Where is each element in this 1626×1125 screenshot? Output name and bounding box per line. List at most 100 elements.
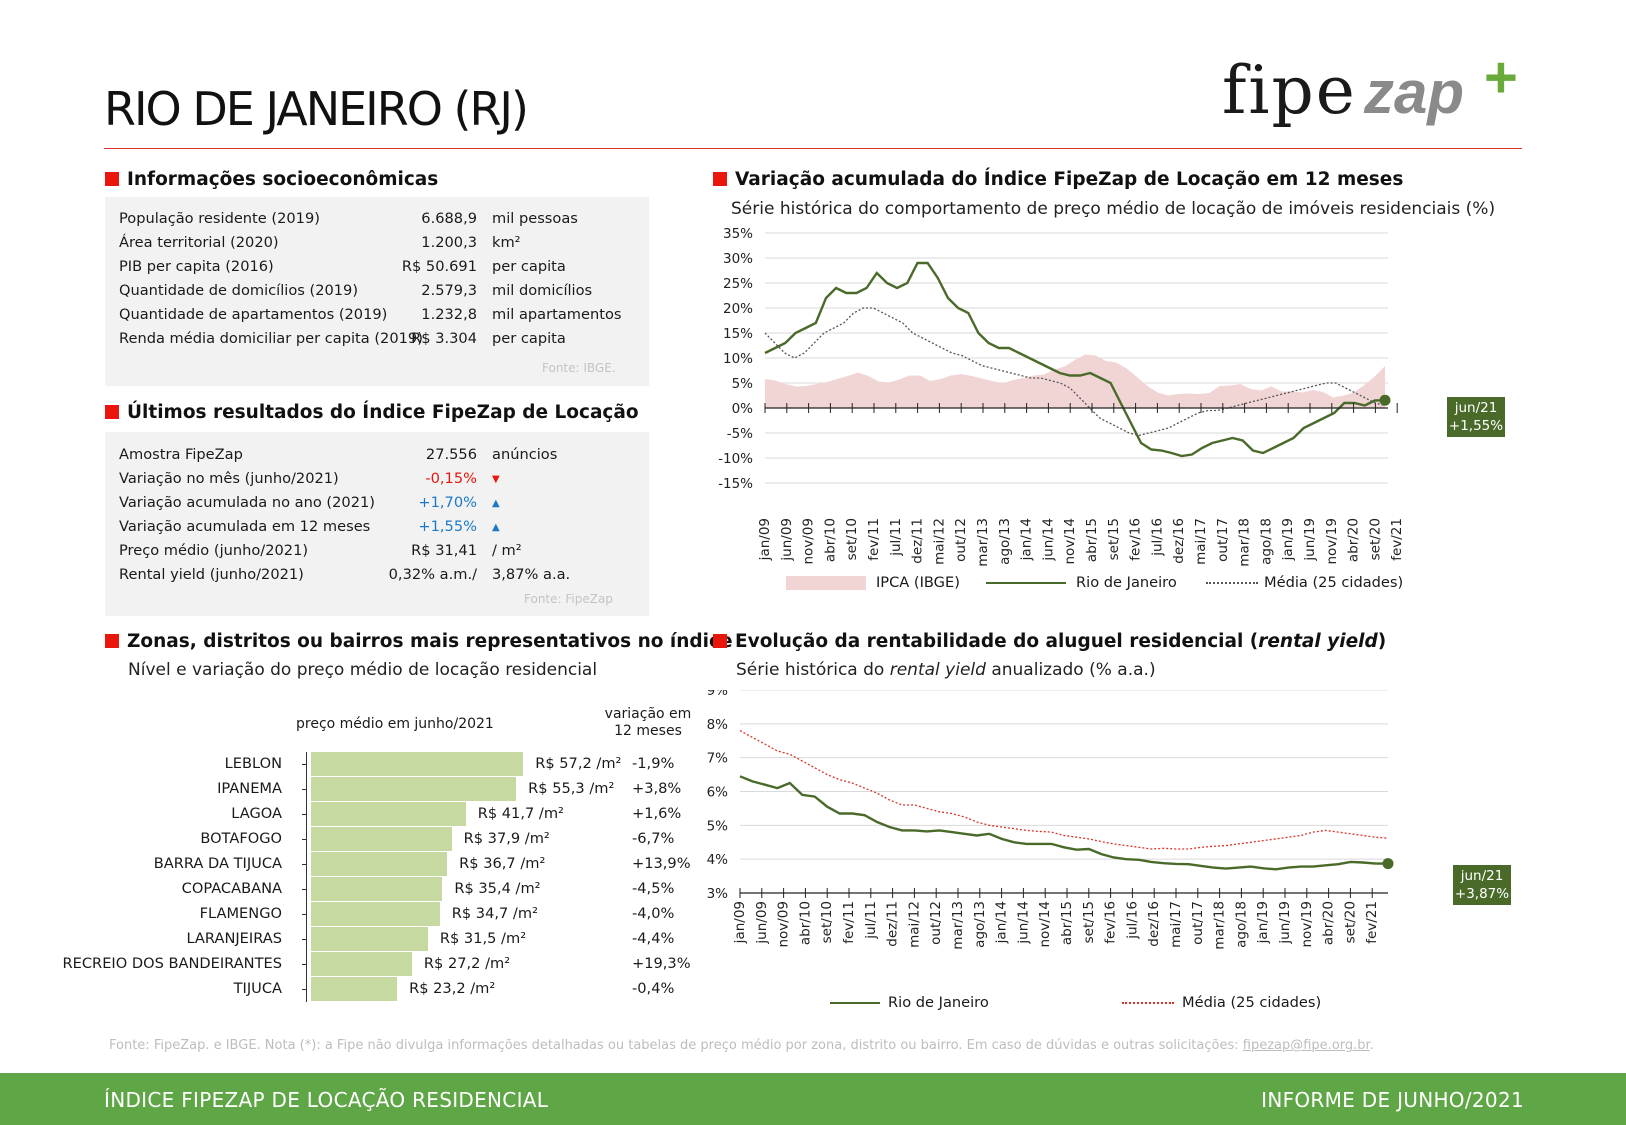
bar-change-label: -0,4% [632,980,675,997]
legend-swatch-media [1206,582,1258,584]
socio-row: Renda média domiciliar per capita (2019)… [105,330,635,352]
x-tick-label: out/17 [1190,901,1206,945]
bar-category-label: BOTAFOGO [200,830,282,847]
bar-tick [302,989,307,990]
bar-value-label: R$ 36,7 /m² [459,855,546,872]
last-value-marker [1382,858,1394,870]
bar-tick [302,964,307,965]
x-tick-label: jul/16 [1124,901,1140,940]
zones-subtitle: Nível e variação do preço médio de locaç… [128,660,598,680]
bar-row: TIJUCA R$ 23,2 /m² -0,4% [0,977,700,1002]
bar-value-label: R$ 34,7 /m² [451,905,538,922]
legend-swatch-ipca [786,576,866,590]
legend-swatch-media [1122,1002,1174,1004]
x-tick-label: jun/19 [1277,901,1293,945]
results-value: 27.556 [425,446,477,463]
yield-subtitle-b: anualizado (% a.a.) [985,660,1156,680]
yield-title-text: Evolução da rentabilidade do aluguel res… [735,631,1259,652]
x-tick-label: jun/19 [1302,518,1318,562]
bar-value-label: R$ 27,2 /m² [423,955,511,972]
y-tick-label: 15% [723,326,753,342]
footnote: Fonte: FipeZap. e IBGE. Nota (*): a Fipe… [109,1038,1374,1053]
x-tick-label: dez/16 [1146,901,1162,947]
footnote-text: Fonte: FipeZap. e IBGE. Nota (*): a Fipe… [109,1038,1243,1053]
socio-label: PIB per capita (2016) [119,258,274,275]
bar-tick [302,914,307,915]
zones-price-header: preço médio em junho/2021 [296,716,494,732]
results-box: Amostra FipeZap 27.556 anúncios Variação… [105,432,649,616]
yield-callout-value: +3,87% [1454,886,1510,902]
socio-row: População residente (2019) 6.688,9 mil p… [105,210,635,232]
socio-value: R$ 3.304 [411,330,477,347]
bar-value-label: R$ 31,5 /m² [439,930,527,947]
x-tick-label: nov/09 [801,518,817,565]
y-tick-label: 30% [723,251,753,267]
bar-tick [302,814,307,815]
y-tick-label: 10% [723,351,753,367]
y-tick-label: 5% [732,376,754,392]
y-tick-label: -15% [718,476,753,492]
bar-tick [302,789,307,790]
results-value: +1,55% [418,518,477,535]
results-row: Rental yield (junho/2021) 0,32% a.m./ 3,… [105,566,635,588]
series-line [764,261,1386,458]
bar-category-label: RECREIO DOS BANDEIRANTES [62,955,283,972]
x-tick-label: set/15 [1106,518,1122,560]
x-tick-label: dez/11 [910,518,926,564]
page-title: RIO DE JANEIRO (RJ) [104,82,529,136]
x-tick-label: out/12 [953,518,969,562]
yield-section-title: Evolução da rentabilidade do aluguel res… [713,631,1386,652]
bar-row: BARRA DA TIJUCA R$ 36,7 /m² +13,9% [0,852,700,877]
x-tick-label: dez/11 [885,901,901,947]
yield-subtitle: Série histórica do rental yield anualiza… [736,660,1156,680]
bar-row: LARANJEIRAS R$ 31,5 /m² -4,4% [0,927,700,952]
results-label: Variação acumulada no ano (2021) [119,494,375,511]
socio-label: Quantidade de domicílios (2019) [119,282,359,299]
x-tick-label: out/12 [928,901,944,945]
legend-label-rio: Rio de Janeiro [888,994,989,1011]
bar-value-label: R$ 55,3 /m² [528,780,615,797]
red-square-icon [105,405,119,419]
variation-line-chart: 35% 30% 25% 20% 15% 10% 5% 0% -5% -10% -15% jan/09 j… [718,226,1405,567]
bar-change-label: -4,0% [632,905,675,922]
results-unit: anúncios [492,446,558,463]
socio-section-title: Informações socioeconômicas [105,169,438,190]
y-tick-label: 35% [723,226,753,242]
x-tick-label: set/20 [1342,901,1358,943]
x-tick-label: ago/13 [972,901,988,948]
x-tick-label: jul/11 [863,901,879,940]
socio-unit: mil pessoas [492,210,578,227]
yield-title-end: ) [1377,631,1387,652]
x-tick-label: fev/21 [1364,901,1380,944]
x-tick-label: mar/13 [950,901,966,950]
bar [311,977,398,1001]
contact-email-link[interactable]: fipezap@fipe.org.br [1242,1038,1370,1053]
series-line [739,775,1388,871]
bar [311,952,412,976]
y-tick-label: 0% [732,401,754,417]
socio-label: Renda média domiciliar per capita (2019) [119,330,423,347]
bar-row: IPANEMA R$ 55,3 /m² +3,8% [0,777,700,802]
results-row: Variação acumulada no ano (2021) +1,70% … [105,494,635,516]
zones-change-header: variação em 12 meses [598,706,698,740]
x-tick-label: mar/13 [975,518,991,567]
x-tick-label: set/20 [1367,518,1383,560]
socio-value: 6.688,9 [421,210,477,227]
x-tick-label: jan/09 [757,518,773,561]
y-tick-label: 8% [707,717,729,733]
footer-right-text: INFORME DE JUNHO/2021 [1261,1088,1524,1112]
y-tick-label: 20% [723,301,753,317]
bar-category-label: TIJUCA [233,980,282,997]
variation-legend: IPCA (IBGE) Rio de Janeiro Média (25 cid… [786,574,1531,596]
x-tick-label: abr/15 [1059,901,1075,945]
zones-bar-chart: LEBLON R$ 57,2 /m² -1,9% IPANEMA R$ 55,3 /m²… [0,752,700,1007]
socio-info-box: População residente (2019) 6.688,9 mil p… [105,197,649,386]
socio-value: 1.200,3 [421,234,477,251]
x-tick-label: jun/14 [1040,518,1056,562]
footer-left-text: ÍNDICE FIPEZAP DE LOCAÇÃO RESIDENCIAL [104,1088,549,1112]
socio-row: Quantidade de apartamentos (2019) 1.232,… [105,306,635,328]
x-tick-label: jan/19 [1255,901,1271,944]
results-label: Variação acumulada em 12 meses [119,518,371,535]
bar-change-label: -1,9% [632,755,675,772]
x-tick-label: set/10 [819,901,835,943]
